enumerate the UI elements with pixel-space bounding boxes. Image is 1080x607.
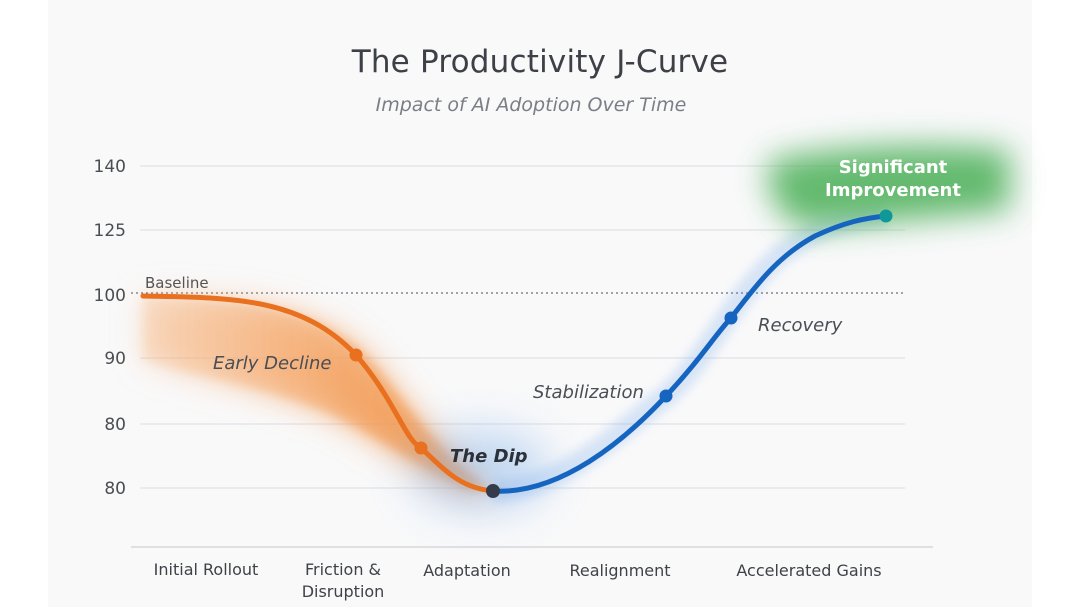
category-initial-rollout: Initial Rollout: [154, 560, 259, 579]
friction-marker: [414, 441, 428, 455]
y-tick-label: 125: [94, 221, 126, 241]
chart-title: The Productivity J-Curve: [351, 44, 729, 80]
improvement-label: Improvement: [825, 180, 961, 201]
recovery-glow: [492, 205, 887, 503]
chart-subtitle: Impact of AI Adoption Over Time: [375, 94, 687, 116]
the-dip-label: The Dip: [450, 446, 528, 467]
category-friction-line1: Friction &: [305, 560, 381, 579]
decline-band: [143, 296, 492, 490]
y-tick-label: 100: [94, 286, 126, 306]
recovery-marker: [724, 311, 738, 325]
early-decline-label: Early Decline: [213, 353, 332, 374]
y-tick-label: 90: [104, 349, 126, 369]
y-tick-label: 80: [104, 415, 126, 435]
y-tick-label: 80: [104, 479, 126, 499]
category-realignment: Realignment: [569, 561, 670, 580]
dip-marker: [486, 484, 500, 498]
stabilization-marker: [659, 389, 673, 403]
dip-glow: [410, 430, 550, 510]
improvement-glow: [768, 145, 1010, 228]
recovery-label: Recovery: [758, 315, 843, 336]
category-friction-line2: Disruption: [302, 582, 385, 601]
recovery-curve: [490, 213, 889, 494]
stabilization-label: Stabilization: [533, 382, 644, 403]
early-decline-marker: [349, 348, 363, 362]
y-tick-labels: 140 125 100 90 80 80: [94, 157, 126, 499]
category-accelerated-gains: Accelerated Gains: [736, 561, 881, 580]
y-tick-label: 140: [94, 157, 126, 177]
peak-marker: [879, 209, 893, 223]
x-category-labels: Initial Rollout Friction & Disruption Ad…: [154, 560, 882, 601]
category-adaptation: Adaptation: [423, 561, 511, 580]
decline-curve: [140, 293, 496, 494]
baseline-label: Baseline: [145, 274, 209, 292]
significant-label: Significant: [839, 157, 948, 178]
